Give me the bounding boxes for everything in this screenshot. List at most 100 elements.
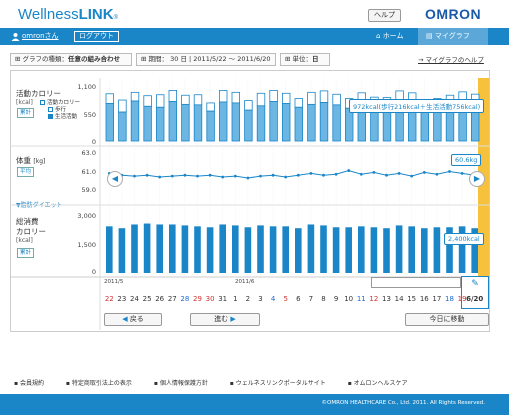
total-callout: 2,400kcal (444, 233, 484, 245)
legend-life-row: 生活活動 (40, 114, 80, 121)
scroll-left-button[interactable]: ◀ (107, 171, 123, 187)
activity-life-bar (319, 102, 329, 142)
weight-point (133, 174, 136, 178)
activity-walk-bar (294, 98, 303, 108)
day-label: 10 (344, 295, 354, 303)
total-title-2: カロリー (16, 227, 46, 236)
period-range: 2011/5/22 ～ 2011/6/20 (193, 55, 271, 63)
day-label: 24 (130, 295, 139, 303)
activity-unit: [kcal] (16, 99, 33, 106)
legend-title: 活動カロリー (47, 100, 81, 106)
footer-link-label: 会員規約 (19, 380, 44, 387)
logo-wellness: Wellness (18, 6, 79, 23)
footer-link[interactable]: ▪ ウェルネスリンクポータルサイト (229, 380, 326, 387)
day-label: 25 (142, 295, 152, 303)
chevron-right-icon: ▶ (473, 174, 481, 183)
graph-type-label: グラフの種類： (22, 55, 69, 63)
activity-walk-bar (155, 94, 165, 108)
legend-walk: 歩行 (55, 107, 67, 113)
day-label: 27 (167, 295, 177, 303)
total-bar (471, 228, 478, 273)
weight-point (246, 176, 250, 180)
day-label: 31 (218, 295, 228, 303)
period-label: 期間： (148, 55, 169, 63)
activity-life-bar (218, 101, 228, 142)
graph-type-selector[interactable]: ⊞ グラフの種類：任意の組み合わせ (10, 53, 132, 66)
day-label: 9 (333, 295, 339, 303)
weight-average-button[interactable]: 平均 (17, 167, 34, 177)
user-name-link[interactable]: omronさん (22, 32, 59, 40)
mygraph-help-link[interactable]: → マイグラフのヘルプ (418, 54, 484, 64)
footer-link-label: 特定商取引法上の表示 (71, 380, 132, 387)
footer-link-label: ウェルネスリンクポータルサイト (235, 380, 326, 387)
legend-title-row: 活動カロリー (40, 100, 80, 107)
month-label: 2011/6 (235, 279, 255, 285)
weight-point (208, 173, 212, 177)
weight-point (233, 174, 237, 178)
total-bar (332, 227, 340, 273)
day-label: 13 (382, 295, 391, 303)
today-edit-button[interactable]: ✎ (461, 276, 489, 309)
graph-panel (10, 70, 490, 332)
graph-type-value: 任意の組み合わせ (68, 55, 121, 63)
total-bar (282, 226, 289, 273)
activity-life-bar (181, 103, 190, 142)
total-bar (118, 228, 126, 273)
activity-walk-bar (193, 94, 203, 106)
activity-life-bar (168, 101, 177, 142)
prev-button-label: 戻る (129, 315, 144, 323)
day-label: 6 (296, 295, 301, 303)
wellnesslink-logo[interactable]: WellnessLINK® (18, 6, 118, 23)
total-bar (345, 227, 352, 273)
activity-life-bar (256, 105, 266, 142)
day-label: 29 (193, 295, 202, 303)
weight-point (158, 175, 162, 179)
help-button[interactable]: ヘルプ (368, 9, 401, 22)
date-input[interactable] (371, 277, 461, 288)
activity-cumulative-button[interactable]: 累計 (17, 108, 34, 118)
next-button[interactable]: 進む ▶ (190, 313, 260, 326)
user-icon (11, 33, 20, 41)
footer-link[interactable]: ▪ オムロンヘルスケア (347, 380, 408, 387)
total-tick: 1,500 (77, 241, 96, 249)
activity-life-bar (344, 107, 354, 142)
day-label: 16 (419, 295, 429, 303)
home-icon: ⌂ (376, 32, 381, 40)
unit-selector[interactable]: ⊞ 単位：日 (280, 53, 330, 66)
today-button[interactable]: 今日に移動 (405, 313, 489, 326)
footer-bar (0, 394, 509, 415)
activity-life-bar (118, 111, 127, 142)
weight-line (109, 170, 475, 179)
total-cumulative-button[interactable]: 累計 (17, 248, 34, 258)
weight-point (359, 172, 363, 176)
period-days: 30 日 (170, 55, 187, 63)
total-bar (383, 228, 390, 273)
month-label: 2011/5 (104, 279, 124, 285)
weight-unit: [kg] (33, 158, 46, 165)
weight-point (271, 173, 275, 177)
mygraph-tab[interactable]: ▤ マイグラフ (418, 28, 488, 45)
day-label: 2 (245, 295, 251, 303)
logout-button[interactable]: ログアウト (74, 31, 119, 42)
total-bar (458, 226, 466, 273)
weight-point (334, 172, 338, 176)
prev-button[interactable]: ◀ 戻る (104, 313, 162, 326)
footer-link[interactable]: ▪ 会員規約 (14, 380, 44, 387)
total-tick: 3,000 (77, 212, 96, 220)
period-selector[interactable]: ⊞ 期間： 30 日 | 2011/5/22 ～ 2011/6/20 (136, 53, 276, 66)
activity-legend: 活動カロリー 歩行 生活活動 (40, 100, 80, 121)
scroll-right-button[interactable]: ▶ (469, 171, 485, 187)
pencil-icon: ✎ (471, 279, 479, 289)
total-bar (181, 225, 189, 273)
activity-life-bar (130, 100, 140, 142)
day-label: 6/20 (466, 295, 484, 303)
legend-walk-icon (48, 107, 53, 112)
activity-walk-bar (130, 91, 140, 102)
footer-link-label: 個人情報保護方針 (159, 380, 208, 387)
home-tab[interactable]: ⌂ ホーム (368, 28, 415, 45)
total-bar (446, 227, 453, 273)
footer-link[interactable]: ▪ 特定商取引法上の表示 (65, 380, 132, 387)
footer-link[interactable]: ▪ 個人情報保護方針 (153, 380, 208, 387)
activity-walk-bar (105, 93, 114, 104)
weight-point (385, 173, 388, 177)
